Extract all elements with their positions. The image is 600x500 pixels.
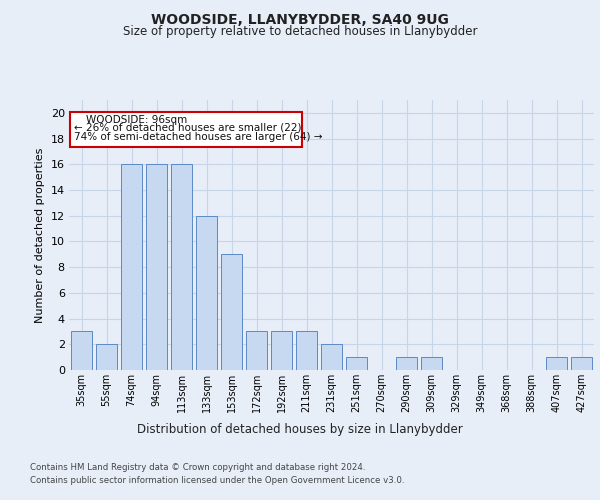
Bar — [71, 332, 92, 370]
Bar — [121, 164, 142, 370]
Text: Distribution of detached houses by size in Llanybydder: Distribution of detached houses by size … — [137, 422, 463, 436]
Bar — [171, 164, 192, 370]
Bar — [296, 332, 317, 370]
Text: ← 26% of detached houses are smaller (22): ← 26% of detached houses are smaller (22… — [74, 122, 302, 132]
Y-axis label: Number of detached properties: Number of detached properties — [35, 148, 45, 322]
Bar — [221, 254, 242, 370]
Bar — [146, 164, 167, 370]
Bar — [346, 357, 367, 370]
Bar — [70, 112, 302, 147]
Text: 74% of semi-detached houses are larger (64) →: 74% of semi-detached houses are larger (… — [74, 132, 323, 141]
Bar — [321, 344, 342, 370]
Bar — [271, 332, 292, 370]
Text: WOODSIDE, LLANYBYDDER, SA40 9UG: WOODSIDE, LLANYBYDDER, SA40 9UG — [151, 12, 449, 26]
Bar — [196, 216, 217, 370]
Text: Contains public sector information licensed under the Open Government Licence v3: Contains public sector information licen… — [30, 476, 404, 485]
Bar — [546, 357, 567, 370]
Text: Size of property relative to detached houses in Llanybydder: Size of property relative to detached ho… — [123, 25, 477, 38]
Bar — [396, 357, 417, 370]
Bar — [421, 357, 442, 370]
Text: WOODSIDE: 96sqm: WOODSIDE: 96sqm — [86, 115, 187, 125]
Bar — [96, 344, 117, 370]
Bar — [571, 357, 592, 370]
Bar — [246, 332, 267, 370]
Text: Contains HM Land Registry data © Crown copyright and database right 2024.: Contains HM Land Registry data © Crown c… — [30, 462, 365, 471]
